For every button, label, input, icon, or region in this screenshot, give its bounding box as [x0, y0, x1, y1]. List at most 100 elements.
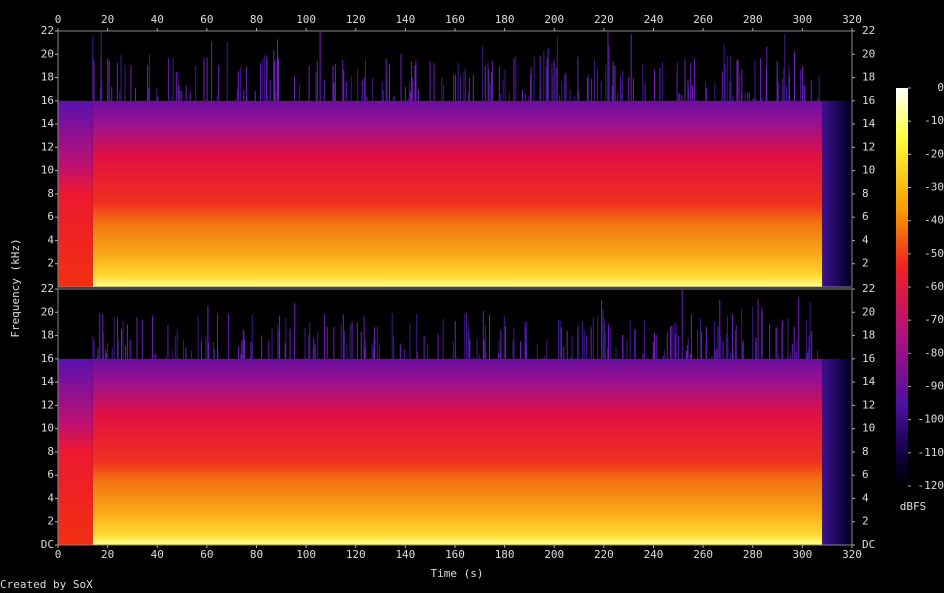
x-tick-label: 320 — [842, 548, 862, 561]
colorbar-tick-label: -10 — [924, 114, 944, 127]
colorbar-tick-label: -20 — [924, 147, 944, 160]
y-tick-label-right: 16 — [862, 94, 875, 107]
y-tick-label: 22 — [41, 24, 54, 37]
y-tick-label: 10 — [41, 422, 54, 435]
y-tick-label: 4 — [47, 491, 54, 504]
spectrogram-lead — [58, 100, 93, 288]
y-tick-label: 4 — [47, 233, 54, 246]
y-tick-label: 18 — [41, 329, 54, 342]
x-tick-label: 180 — [495, 548, 515, 561]
y-tick-label-right: 6 — [862, 210, 869, 223]
x-tick-label-top: 200 — [544, 13, 564, 26]
x-tick-label-top: 60 — [200, 13, 213, 26]
y-tick-label: 14 — [41, 117, 55, 130]
x-tick-label: 160 — [445, 548, 465, 561]
y-tick-label-right: 20 — [862, 305, 875, 318]
y-tick-label-right: 8 — [862, 187, 869, 200]
colorbar-tick-label: -40 — [924, 214, 944, 227]
x-tick-label: 120 — [346, 548, 366, 561]
y-tick-label: 8 — [47, 445, 54, 458]
colorbar-tick-label: 0 — [937, 81, 944, 94]
y-tick-label: 22 — [41, 282, 54, 295]
spectrogram-body — [92, 358, 823, 545]
y-tick-label-right: 6 — [862, 468, 869, 481]
colorbar-tick-label: -80 — [924, 346, 944, 359]
y-tick-label-right: DC — [862, 538, 875, 551]
x-tick-label-top: 100 — [296, 13, 316, 26]
x-tick-label: 280 — [743, 548, 763, 561]
spectrogram-body — [92, 100, 823, 288]
x-tick-label: 80 — [250, 548, 263, 561]
y-tick-label-right: 22 — [862, 24, 875, 37]
y-tick-label: 6 — [47, 210, 54, 223]
colorbar-tick-label: -60 — [924, 280, 944, 293]
x-tick-label-top: 300 — [792, 13, 812, 26]
y-tick-label-right: 18 — [862, 329, 875, 342]
x-tick-label-top: 140 — [395, 13, 415, 26]
colorbar-tick-label: -70 — [924, 313, 944, 326]
x-tick-label: 240 — [644, 548, 664, 561]
y-tick-label-right: 14 — [862, 375, 876, 388]
x-tick-label-top: 220 — [594, 13, 614, 26]
y-tick-label-right: 22 — [862, 282, 875, 295]
x-tick-label: 140 — [395, 548, 415, 561]
colorbar-tick-label: -110 — [918, 446, 944, 459]
y-tick-label: 12 — [41, 140, 54, 153]
x-tick-label-top: 0 — [55, 13, 62, 26]
y-tick-label-right: 4 — [862, 491, 869, 504]
y-tick-label: 12 — [41, 398, 54, 411]
y-tick-label: 18 — [41, 71, 54, 84]
colorbar-label: dBFS — [900, 500, 927, 513]
x-tick-label: 20 — [101, 548, 114, 561]
x-tick-label: 60 — [200, 548, 213, 561]
spectrogram-tail — [822, 358, 852, 545]
spectrogram-lead — [58, 358, 93, 545]
x-tick-label-top: 240 — [644, 13, 664, 26]
colorbar-tick-label: -100 — [918, 413, 944, 426]
x-tick-label: 260 — [693, 548, 713, 561]
y-tick-label: 20 — [41, 47, 54, 60]
x-tick-label: 100 — [296, 548, 316, 561]
y-tick-label-right: 10 — [862, 422, 875, 435]
y-tick-label: 2 — [47, 515, 54, 528]
y-tick-label: DC — [41, 538, 54, 551]
y-tick-label-right: 12 — [862, 140, 875, 153]
y-tick-label-right: 10 — [862, 164, 875, 177]
x-tick-label-top: 180 — [495, 13, 515, 26]
x-tick-label: 220 — [594, 548, 614, 561]
y-tick-label: 8 — [47, 187, 54, 200]
colorbar-tick-label: -30 — [924, 181, 944, 194]
y-tick-label-right: 4 — [862, 233, 869, 246]
y-tick-label: 16 — [41, 94, 54, 107]
y-tick-label: 2 — [47, 257, 54, 270]
y-tick-label-right: 14 — [862, 117, 876, 130]
x-tick-label-top: 120 — [346, 13, 366, 26]
colorbar-tick-label: -120 — [918, 479, 944, 492]
x-tick-label-top: 320 — [842, 13, 862, 26]
y-tick-label: 10 — [41, 164, 54, 177]
colorbar — [896, 88, 908, 486]
colorbar-tick-label: -50 — [924, 247, 944, 260]
y-tick-label: 6 — [47, 468, 54, 481]
y-tick-label-right: 20 — [862, 47, 875, 60]
colorbar-tick-label: -90 — [924, 380, 944, 393]
y-tick-label-right: 8 — [862, 445, 869, 458]
y-tick-label: 16 — [41, 352, 54, 365]
y-tick-label: 20 — [41, 305, 54, 318]
credit: Created by SoX — [0, 578, 93, 591]
x-tick-label: 40 — [151, 548, 164, 561]
x-tick-label-top: 260 — [693, 13, 713, 26]
y-axis-label: Frequency (kHz) — [9, 238, 22, 337]
x-tick-label: 0 — [55, 548, 62, 561]
x-axis-label: Time (s) — [431, 567, 484, 580]
y-tick-label-right: 2 — [862, 515, 869, 528]
x-tick-label-top: 160 — [445, 13, 465, 26]
x-tick-label-top: 40 — [151, 13, 164, 26]
y-tick-label-right: 18 — [862, 71, 875, 84]
y-tick-label-right: 12 — [862, 398, 875, 411]
spectrogram-tail — [822, 100, 852, 288]
x-tick-label-top: 280 — [743, 13, 763, 26]
x-tick-label-top: 20 — [101, 13, 114, 26]
x-tick-label-top: 80 — [250, 13, 263, 26]
